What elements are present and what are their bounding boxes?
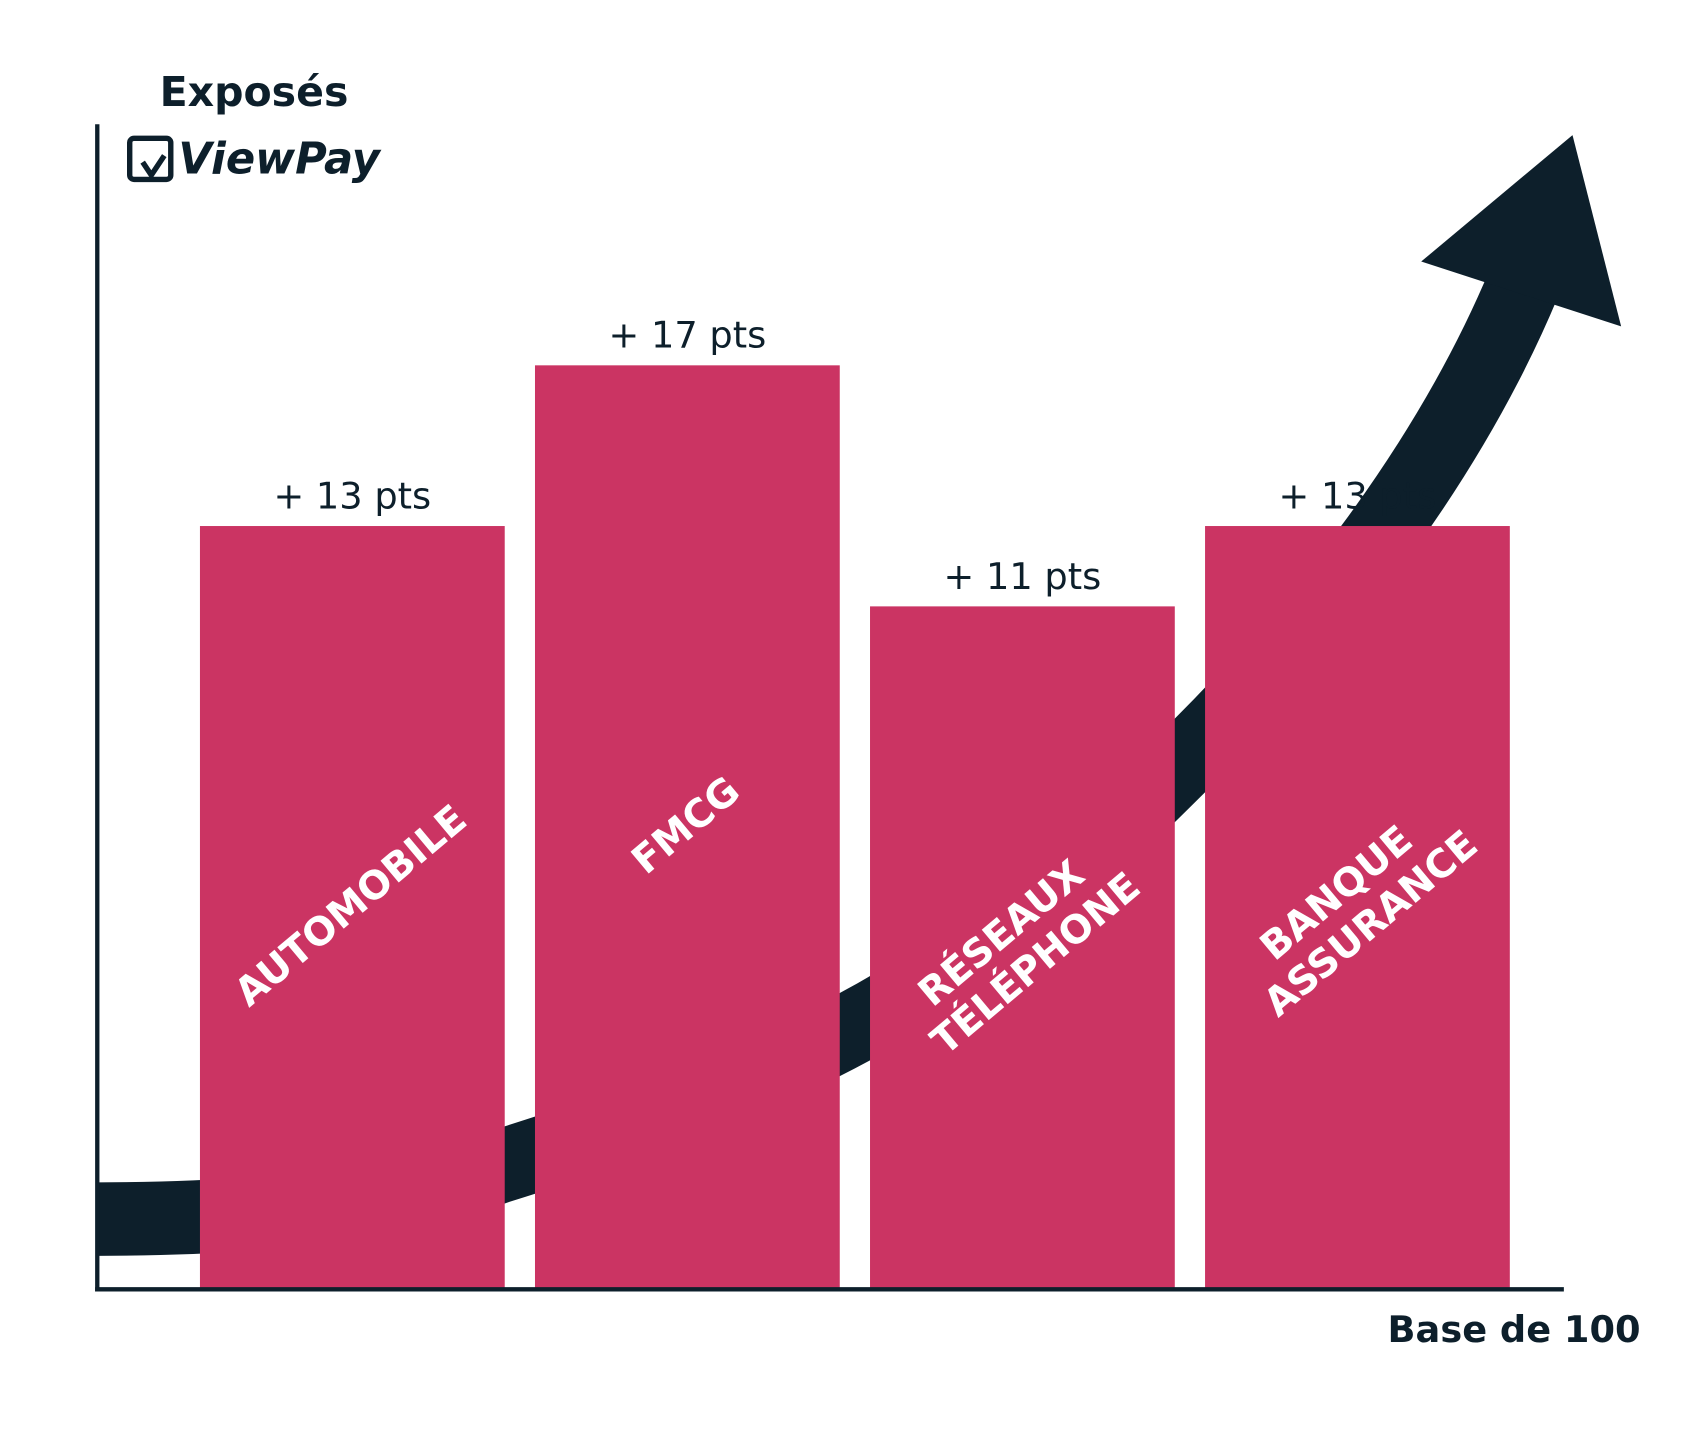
chart-title: Exposés [160, 68, 349, 116]
bar [534, 365, 840, 1290]
bar [870, 606, 1175, 1290]
bar [1205, 526, 1510, 1290]
logo-icon [127, 135, 174, 183]
logo-check [140, 154, 167, 180]
bar [199, 526, 505, 1290]
value-label: + 13 pts [273, 474, 431, 517]
logo: ViewPay [127, 135, 382, 185]
arrow-head [1421, 135, 1622, 327]
value-label: + 11 pts [944, 555, 1102, 598]
x-axis-label: Base de 100 [1388, 1308, 1641, 1351]
brand: ViewPay [178, 135, 381, 185]
value-label: + 17 pts [608, 314, 766, 357]
bars [199, 365, 1510, 1290]
value-label: + 13 pts [1279, 474, 1437, 517]
